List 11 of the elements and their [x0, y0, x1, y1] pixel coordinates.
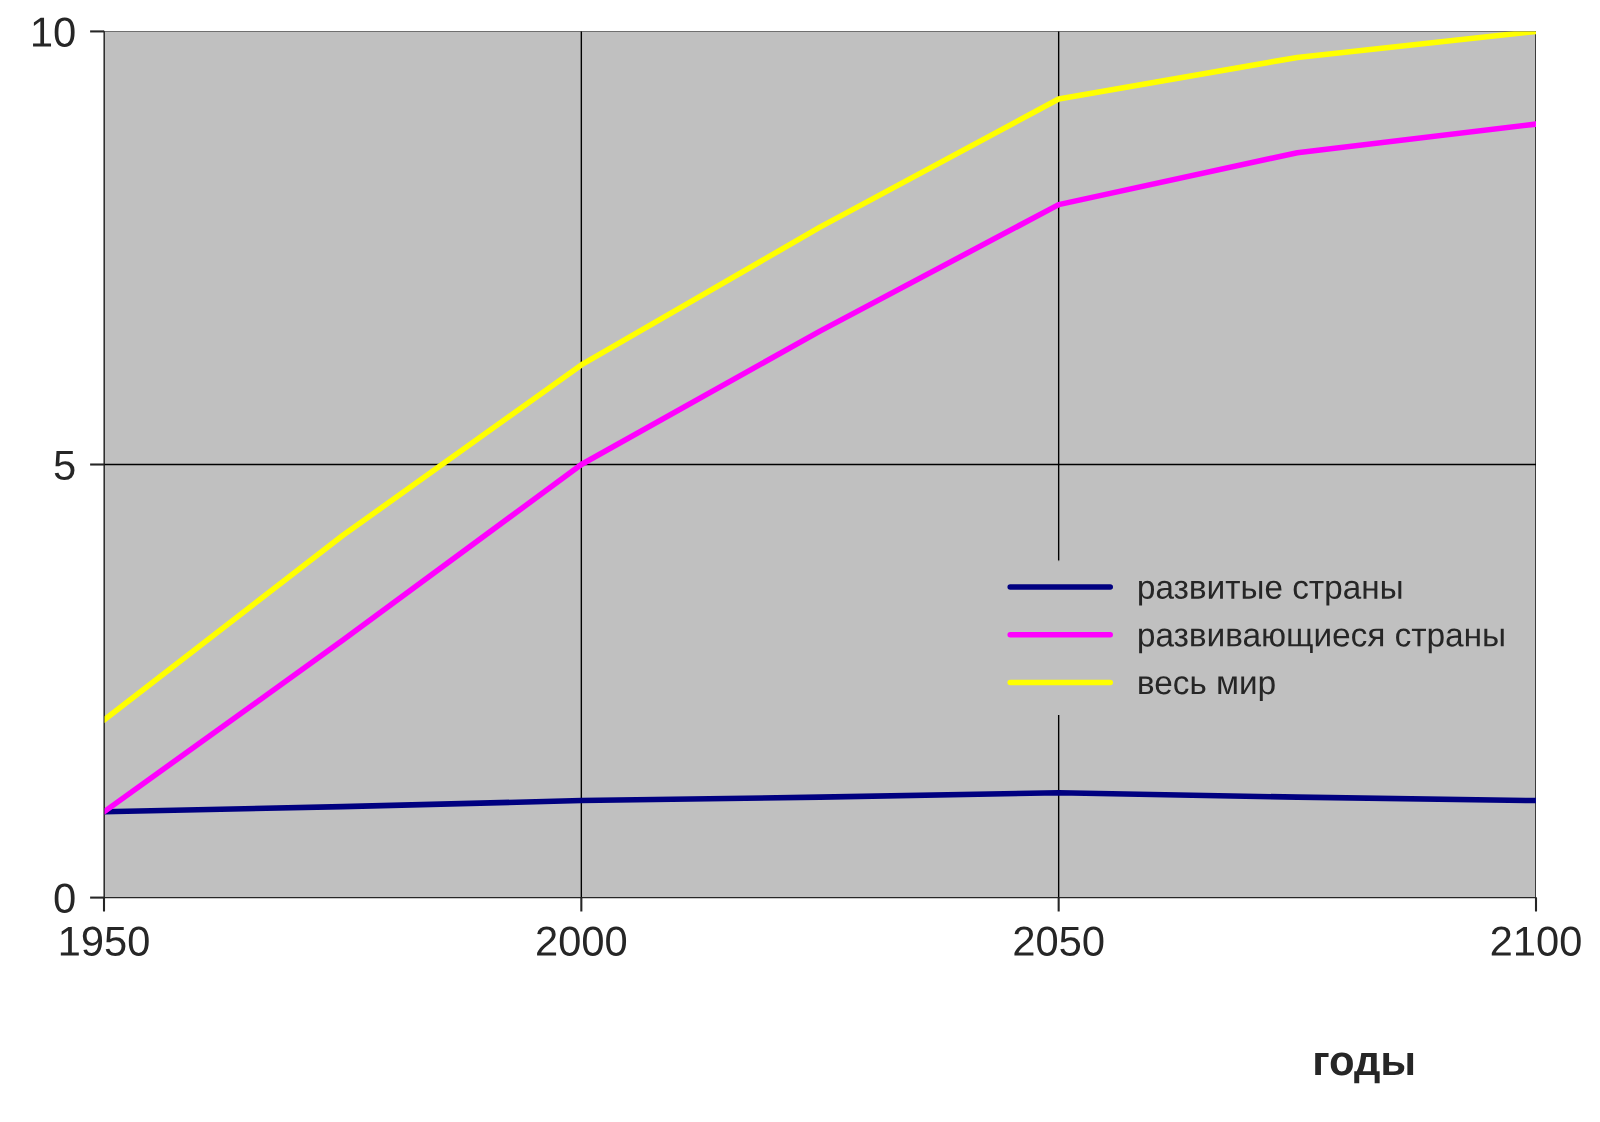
legend-label: весь мир [1139, 676, 1275, 702]
legend-label: развитые страны [1139, 580, 1402, 606]
y-tick-label: 10 [33, 17, 75, 47]
x-tick-label: 2100 [1491, 926, 1581, 956]
x-tick-label: 2000 [537, 926, 627, 956]
y-tick-label: 5 [54, 450, 75, 481]
x-axis-title: годы [1315, 1052, 1414, 1084]
x-tick-label: 2050 [1014, 926, 1104, 956]
legend-label: развивающиеся страны [1139, 628, 1504, 654]
y-tick-label: 0 [54, 883, 75, 914]
x-tick-label: 1950 [60, 926, 149, 956]
